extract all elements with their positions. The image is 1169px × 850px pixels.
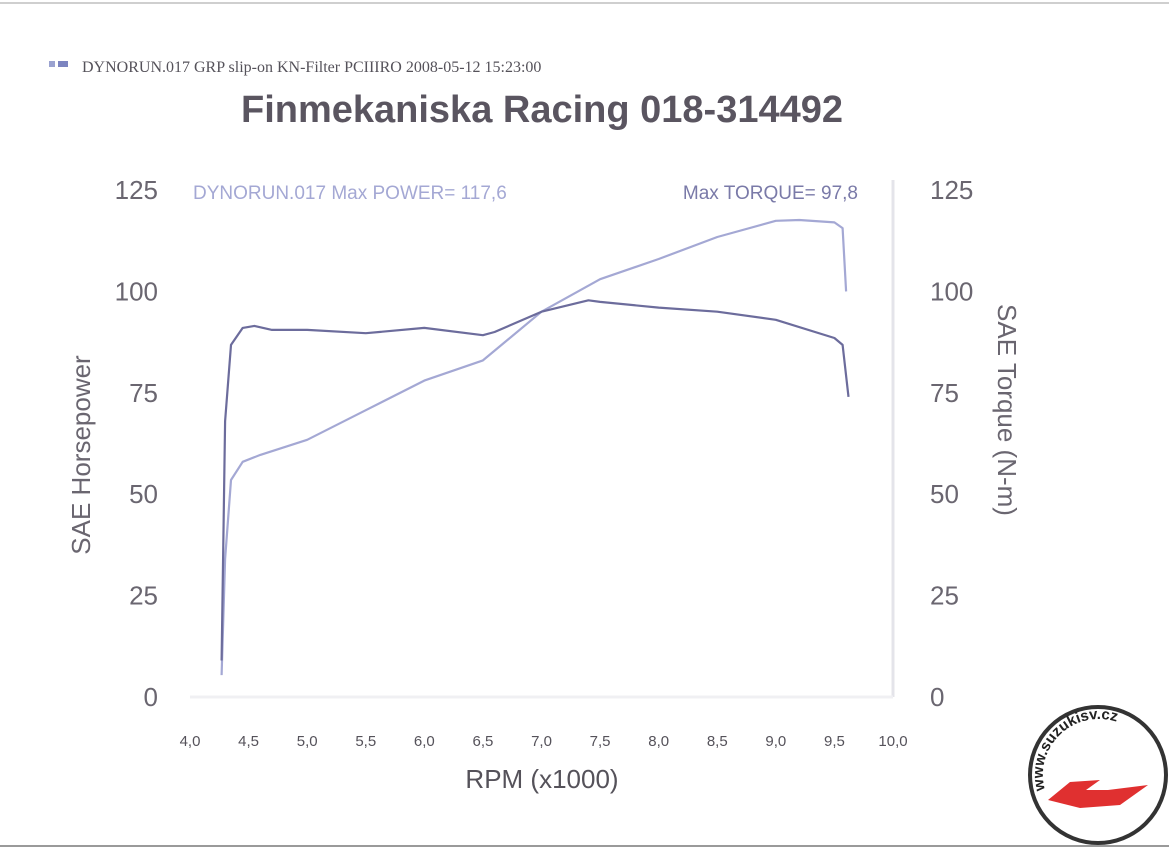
chart-title: Finmekaniska Racing 018-314492: [241, 89, 843, 131]
y-axis-title: SAE Horsepower: [66, 355, 96, 555]
y-tick-label: 75: [129, 378, 158, 408]
x-tick-label: 4,0: [180, 733, 201, 750]
logo-ring: [1028, 705, 1168, 845]
logo-mark: [1048, 780, 1148, 808]
x-tick-label: 5,5: [355, 733, 376, 750]
y2-tick-label: 75: [930, 378, 959, 408]
logo: www.suzukisv.cz: [1028, 705, 1168, 845]
annotation: Max TORQUE= 97,8: [683, 183, 858, 204]
y-tick-label: 125: [115, 175, 158, 205]
y-tick-label: 50: [129, 479, 158, 509]
legend-swatch: [58, 61, 68, 67]
x-tick-label: 4,5: [238, 733, 259, 750]
x-tick-label: 6,5: [472, 733, 493, 750]
x-tick-label: 8,5: [707, 733, 728, 750]
x-tick-label: 10,0: [878, 733, 907, 750]
x-tick-label: 5,0: [297, 733, 318, 750]
legend-text: DYNORUN.017 GRP slip-on KN-Filter PCIIIR…: [82, 59, 541, 76]
series-line: [220, 218, 848, 676]
x-tick-label: 7,5: [590, 733, 611, 750]
annotation: DYNORUN.017 Max POWER= 117,6: [193, 183, 507, 204]
series-line: [220, 299, 850, 661]
x-tick-label: 9,0: [765, 733, 786, 750]
y2-tick-label: 25: [930, 581, 959, 611]
y2-tick-label: 50: [930, 479, 959, 509]
y-tick-label: 100: [115, 276, 158, 306]
x-tick-label: 6,0: [414, 733, 435, 750]
y2-axis-title: SAE Torque (N-m): [992, 304, 1022, 516]
y2-tick-label: 0: [930, 682, 944, 712]
y-tick-label: 0: [144, 682, 158, 712]
y2-tick-label: 125: [930, 175, 973, 205]
x-tick-label: 8,0: [648, 733, 669, 750]
x-tick-label: 9,5: [824, 733, 845, 750]
legend-swatch: [49, 61, 55, 67]
y-tick-label: 25: [129, 581, 158, 611]
x-axis-title: RPM (x1000): [465, 764, 618, 794]
x-tick-label: 7,0: [531, 733, 552, 750]
y2-tick-label: 100: [930, 276, 973, 306]
